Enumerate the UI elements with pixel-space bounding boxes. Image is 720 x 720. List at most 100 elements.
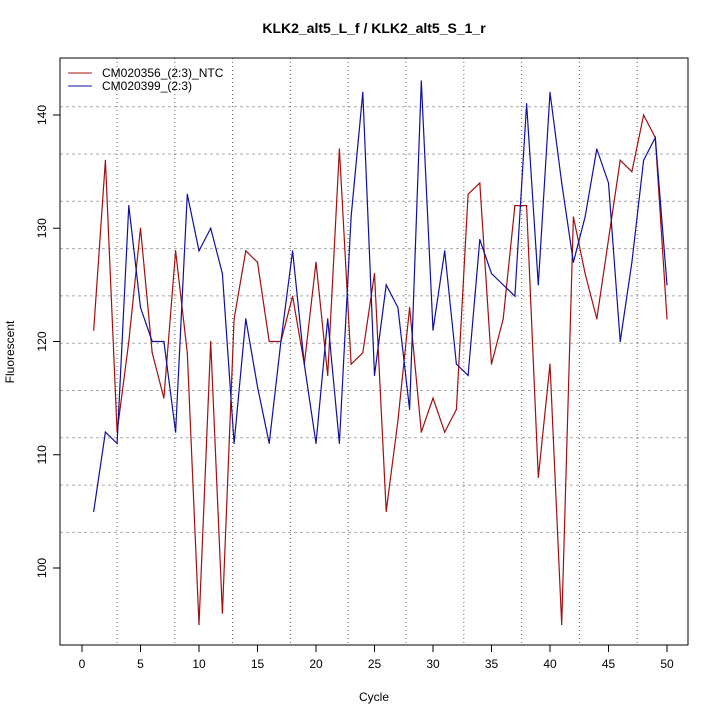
y-tick-label: 130 (35, 218, 49, 238)
data-point (350, 363, 352, 365)
data-point (338, 442, 340, 445)
data-point (584, 216, 586, 218)
data-point (526, 103, 528, 105)
legend-label-ntc: CM020356_(2:3)_NTC (102, 66, 224, 80)
data-point (104, 159, 106, 161)
data-point (607, 238, 610, 241)
data-point (245, 318, 247, 320)
data-point (420, 431, 422, 433)
data-point (116, 442, 118, 445)
data-point (572, 261, 575, 263)
data-point (526, 205, 528, 207)
series-line-1 (93, 80, 668, 512)
x-tick-label: 35 (485, 657, 499, 671)
chart-title: KLK2_alt5_L_f / KLK2_alt5_S_1_r (262, 20, 486, 36)
data-point (409, 408, 411, 411)
x-tick-label: 15 (251, 657, 265, 671)
data-point (315, 261, 317, 263)
data-point (631, 261, 633, 263)
data-point (373, 374, 376, 377)
data-point (537, 284, 539, 286)
x-tick-label: 30 (426, 657, 440, 671)
legend: CM020356_(2:3)_NTC CM020399_(2:3) (68, 66, 224, 93)
data-point (221, 612, 223, 614)
data-point (373, 272, 376, 275)
x-tick-label: 50 (660, 657, 674, 671)
data-point (175, 431, 177, 433)
data-point (221, 272, 223, 275)
data-point (549, 363, 551, 365)
data-point (268, 340, 270, 343)
data-point (596, 148, 598, 150)
y-tick-label: 100 (35, 558, 49, 578)
data-point (666, 318, 668, 320)
data-point (139, 227, 142, 229)
data-point (233, 442, 235, 445)
data-point (561, 624, 563, 626)
data-point (128, 340, 130, 343)
data-point (104, 431, 106, 433)
data-point (502, 318, 504, 320)
data-point (292, 250, 294, 252)
data-point (151, 340, 153, 343)
data-point (631, 171, 633, 173)
data-point (186, 193, 188, 195)
data-point (292, 295, 294, 297)
y-tick-label: 140 (35, 105, 49, 125)
data-point (385, 510, 387, 512)
data-point (420, 80, 422, 82)
y-tick-label: 120 (35, 331, 49, 351)
data-point (175, 250, 177, 252)
plot-border (59, 57, 689, 646)
data-point (607, 182, 610, 184)
data-point (455, 408, 457, 411)
data-point (572, 216, 575, 218)
data-point (432, 329, 434, 331)
data-point (479, 238, 481, 241)
data-point (502, 284, 504, 286)
data-point (467, 374, 469, 377)
data-point (362, 352, 364, 354)
data-point (210, 227, 212, 229)
x-tick-label: 45 (602, 657, 616, 671)
data-point (210, 340, 212, 343)
data-point (93, 510, 95, 512)
data-point (444, 250, 446, 252)
data-point (584, 272, 586, 275)
x-tick-label: 25 (368, 657, 382, 671)
data-point (338, 148, 340, 150)
data-point (139, 306, 142, 309)
data-point (327, 318, 329, 320)
data-point (128, 205, 130, 207)
data-point (444, 431, 446, 433)
data-point (596, 318, 598, 320)
data-point (327, 374, 329, 377)
data-point (467, 193, 469, 195)
data-point (490, 363, 493, 365)
data-point (385, 284, 387, 286)
data-point (362, 91, 364, 93)
data-point (163, 397, 165, 399)
x-tick-label: 20 (309, 657, 323, 671)
x-axis-label: Cycle (359, 690, 389, 704)
data-point (256, 261, 259, 263)
data-point (432, 397, 434, 399)
data-point (163, 340, 165, 343)
data-point (643, 114, 645, 116)
data-point (397, 306, 399, 309)
data-point (397, 420, 399, 422)
data-point (245, 250, 247, 252)
data-point (549, 91, 551, 93)
y-axis-label: Fluorescent (3, 320, 17, 383)
data-point (315, 442, 317, 445)
data-point (303, 363, 305, 365)
data-point (233, 318, 235, 320)
x-tick-label: 0 (79, 657, 86, 671)
data-point (619, 340, 621, 343)
data-point (666, 284, 668, 286)
y-tick-label: 110 (35, 445, 49, 464)
series-line-0 (93, 113, 668, 625)
data-point (198, 250, 200, 252)
